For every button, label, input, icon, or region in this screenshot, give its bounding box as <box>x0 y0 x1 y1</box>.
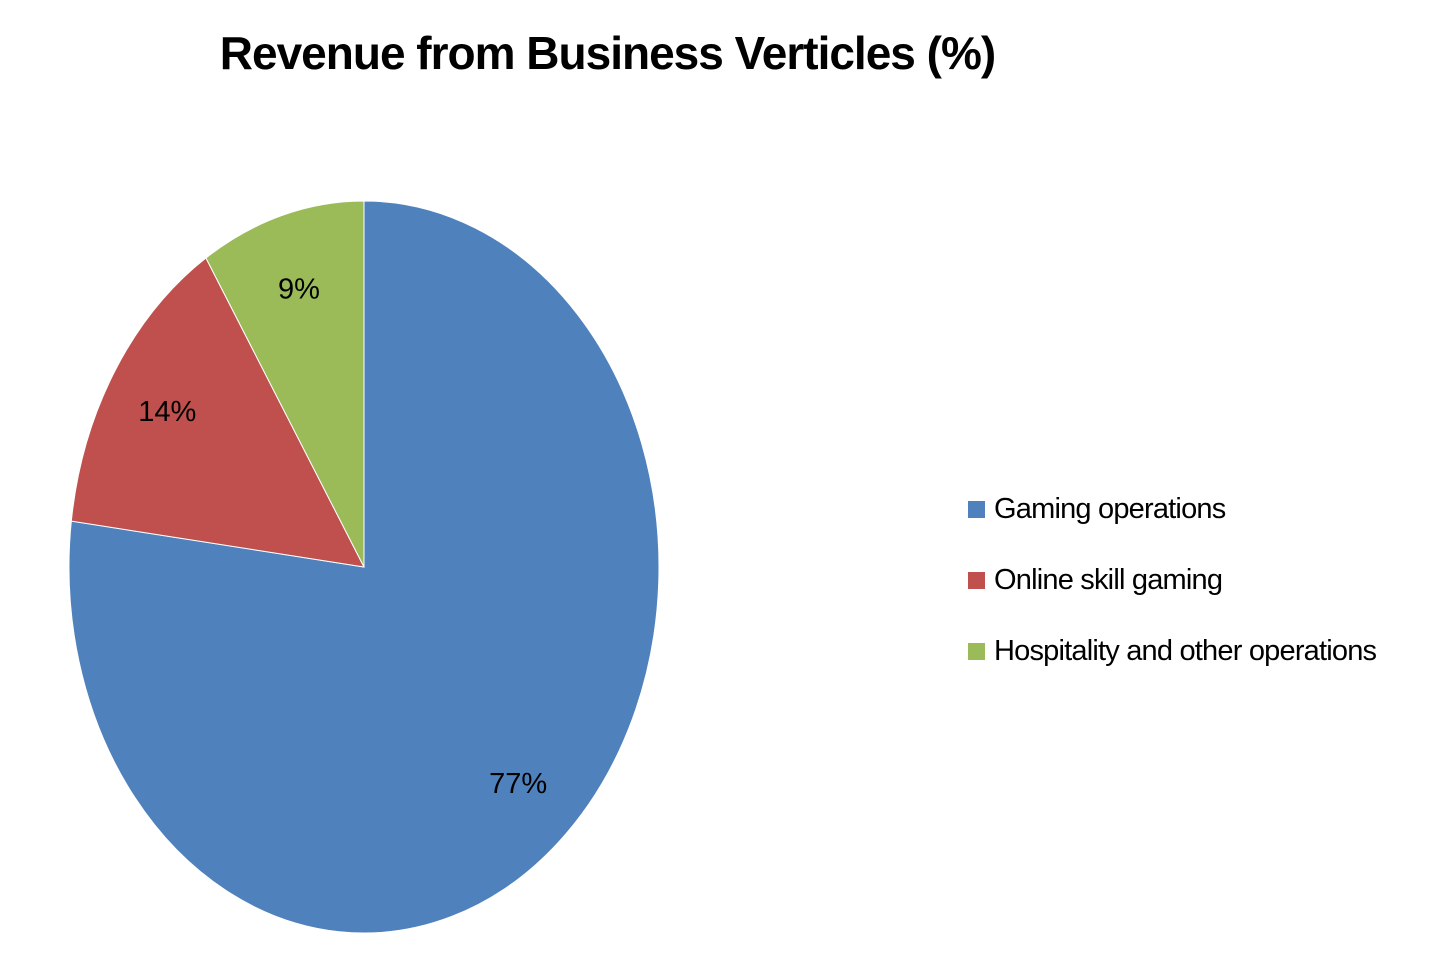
legend-item-gaming-operations: Gaming operations <box>968 474 1376 545</box>
pie-slice-gaming-operations <box>68 200 660 934</box>
pie-data-label-online-skill-gaming: 14% <box>138 396 196 428</box>
chart-title: Revenue from Business Verticles (%) <box>219 27 996 79</box>
legend-label-gaming-operations: Gaming operations <box>994 493 1226 525</box>
legend: Gaming operations Online skill gaming Ho… <box>968 474 1377 687</box>
pie-slice-hospitality-and-other-operations <box>205 200 365 568</box>
legend-label-online-skill-gaming: Online skill gaming <box>994 564 1223 596</box>
pie-data-label-hospitality-and-other-operations: 9% <box>278 273 320 305</box>
legend-swatch-gaming-operations <box>968 501 985 518</box>
legend-label-hospitality-and-other-operations: Hospitality and other operations <box>994 635 1377 667</box>
legend-swatch-online-skill-gaming <box>968 572 985 589</box>
pie-data-labels: 77% 14% 9% <box>138 273 547 800</box>
legend-item-online-skill-gaming: Online skill gaming <box>968 545 1376 616</box>
pie-slices <box>68 200 660 934</box>
legend-swatch-hospitality-and-other-operations <box>968 643 985 660</box>
pie-slice-online-skill-gaming <box>70 257 365 568</box>
legend-item-hospitality-and-other-operations: Hospitality and other operations <box>968 616 1377 687</box>
pie-data-label-gaming-operations: 77% <box>489 768 547 800</box>
